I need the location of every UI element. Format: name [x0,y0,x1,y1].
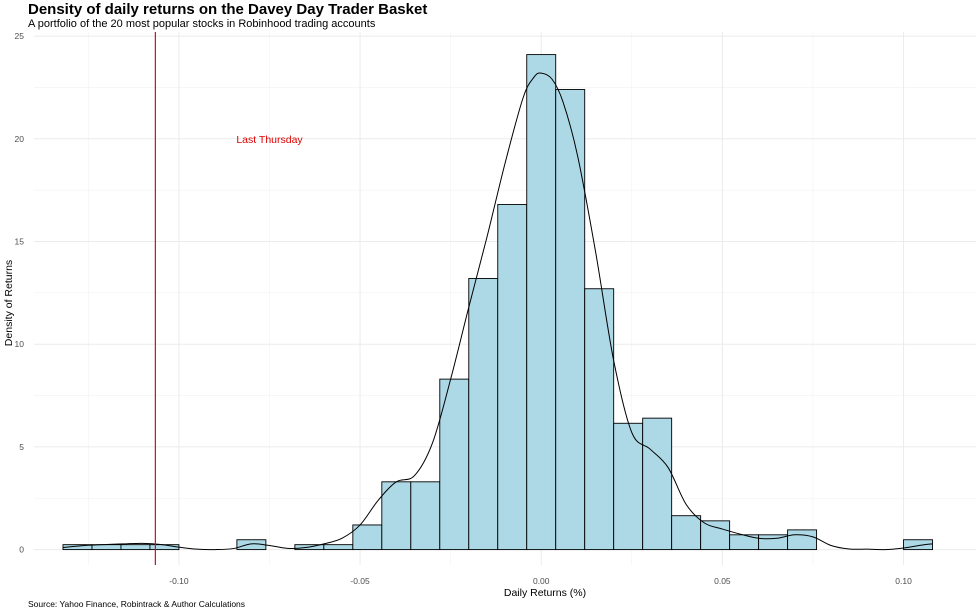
chart-subtitle: A portfolio of the 20 most popular stock… [28,18,376,30]
histogram-bar-10 [439,378,470,551]
histogram-bar-6 [323,544,354,551]
histogram-bar-2 [120,544,151,551]
x-tick-label-3: 0.05 [714,576,731,586]
histogram-bar-17 [642,417,673,551]
x-tick-label-4: 0.10 [895,576,912,586]
histogram-bar-20 [729,534,760,551]
axis-ticks: -0.10 -0.05 0.00 0.05 0.10 0 5 10 15 20 25 [15,31,913,586]
y-tick-label-5: 25 [15,31,25,41]
y-tick-label-3: 15 [15,237,25,247]
histogram-bar-1 [91,544,122,551]
x-tick-label-2: 0.00 [533,576,550,586]
histogram-bars [62,54,933,551]
chart-title: Density of daily returns on the Davey Da… [28,1,428,18]
y-tick-label-1: 5 [19,442,24,452]
histogram-bar-19 [700,520,731,551]
histogram-bar-14 [555,89,586,551]
histogram-bar-15 [584,288,615,551]
histogram-bar-9 [410,481,441,551]
density-curve-line [62,72,933,551]
y-tick-label-2: 10 [15,339,25,349]
y-tick-label-4: 20 [15,134,25,144]
histogram-bar-23 [903,539,933,551]
histogram-bar-12 [497,204,528,551]
y-axis-title: Density of Returns [3,260,15,346]
x-tick-label-0: -0.10 [169,576,189,586]
chart-caption: Source: Yahoo Finance, Robintrack & Auth… [28,599,246,609]
y-tick-label-0: 0 [19,545,24,555]
annotation-last-thursday: Last Thursday [236,134,303,146]
x-tick-label-1: -0.05 [350,576,370,586]
histogram-bar-7 [352,524,383,551]
histogram-bar-13 [526,54,557,551]
histogram-bar-18 [671,515,702,551]
histogram-bar-22 [787,529,818,551]
density-curve [62,72,933,551]
histogram-bar-11 [468,278,499,551]
histogram-bar-8 [381,481,412,551]
x-axis-title: Daily Returns (%) [504,587,586,599]
